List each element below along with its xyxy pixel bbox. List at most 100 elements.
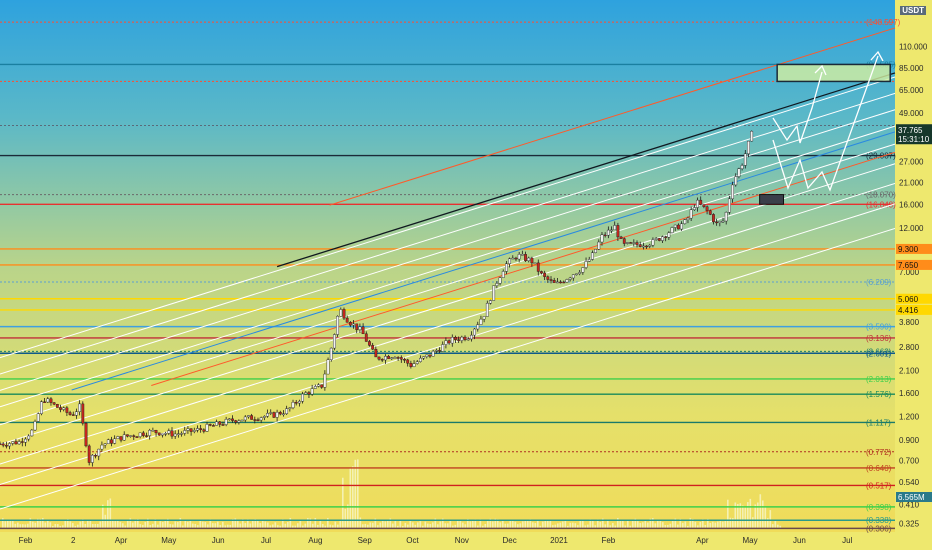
volume-bar <box>564 520 567 528</box>
x-tick-label: Aug <box>308 536 322 545</box>
candle <box>97 448 101 457</box>
volume-bar <box>774 520 777 528</box>
candle <box>320 384 324 388</box>
candle <box>654 238 658 240</box>
volume-bar <box>567 525 569 528</box>
candle <box>508 258 512 264</box>
volume-bar <box>289 518 292 528</box>
candle <box>412 363 416 367</box>
volume-bar <box>337 524 339 528</box>
volume-bar <box>332 525 334 528</box>
candle <box>549 279 553 281</box>
volume-bar <box>262 519 264 528</box>
volume-bar <box>474 519 477 528</box>
candle <box>262 416 266 418</box>
candle <box>696 199 699 208</box>
volume-bar <box>402 525 404 528</box>
volume-bar <box>552 525 554 528</box>
candle <box>247 415 250 418</box>
volume-bar <box>427 523 429 528</box>
candle <box>90 454 94 463</box>
volume-bar <box>352 466 354 528</box>
volume-bar <box>477 525 479 528</box>
volume-bar <box>697 525 699 528</box>
volume-bar <box>449 520 452 528</box>
volume-bar <box>79 521 82 528</box>
volume-bar <box>54 524 57 528</box>
candle <box>463 336 467 340</box>
candle <box>505 263 508 272</box>
y-tick-label: 27.000 <box>899 158 924 167</box>
volume-bar <box>272 524 274 528</box>
volume-bar <box>672 520 674 528</box>
volume-bar <box>627 519 629 528</box>
candle <box>616 225 620 238</box>
candle <box>307 392 311 395</box>
candle <box>145 435 148 437</box>
arrowhead-a <box>814 64 827 76</box>
candle <box>454 337 457 340</box>
volume-bar <box>642 522 644 528</box>
level-label: (148.597) <box>866 18 901 27</box>
volume-bar <box>659 520 662 528</box>
volume-bar <box>719 520 722 528</box>
volume-bar <box>482 525 484 528</box>
volume-bar <box>179 518 182 528</box>
volume-bar <box>302 525 304 528</box>
candle <box>482 316 486 320</box>
candle <box>517 254 521 260</box>
volume-bar <box>279 525 282 528</box>
candle <box>428 354 432 357</box>
candle <box>304 392 308 395</box>
level-badge: 7.650 <box>896 259 932 270</box>
volume-bar <box>729 517 732 528</box>
volume-bar <box>684 521 687 528</box>
candle <box>648 244 652 247</box>
volume-bar <box>152 523 154 528</box>
x-tick-label: May <box>743 536 758 545</box>
volume-bar <box>454 524 457 528</box>
volume-bar <box>704 524 707 528</box>
volume-bar <box>432 522 434 528</box>
candle <box>211 425 215 427</box>
candle <box>215 421 218 426</box>
volume-bar <box>202 521 204 528</box>
candle <box>425 354 429 357</box>
volume-bar <box>229 524 232 528</box>
volume-bar <box>247 519 249 528</box>
candle <box>520 254 524 256</box>
candle <box>71 414 75 416</box>
candle <box>326 359 330 375</box>
volume-bar <box>284 523 287 528</box>
volume-bar <box>24 524 27 528</box>
target-box-upper <box>776 63 891 83</box>
candle <box>243 416 247 421</box>
volume-bar <box>42 518 44 528</box>
level-badge-text: 5.060 <box>898 295 919 304</box>
volume-bar <box>542 521 544 528</box>
volume-bar <box>274 522 277 528</box>
candle <box>705 206 709 211</box>
candle <box>20 441 24 443</box>
volume-bar <box>142 524 144 528</box>
candle <box>282 413 285 416</box>
arrowhead-b <box>870 50 884 62</box>
candle <box>62 407 66 410</box>
volume-bar <box>87 520 89 528</box>
candle <box>43 401 46 403</box>
y-tick-label: 7.000 <box>899 268 920 277</box>
volume-bar <box>159 521 162 528</box>
projection-arrow-a <box>772 71 823 144</box>
volume-bar <box>384 521 387 528</box>
volume-bar <box>347 504 349 528</box>
candle <box>78 403 82 412</box>
candle <box>329 347 333 360</box>
candle <box>479 318 483 325</box>
volume-bar <box>122 523 124 528</box>
volume-bar <box>749 498 752 528</box>
volume-bar <box>84 523 87 528</box>
candle <box>434 350 438 352</box>
candle <box>164 433 168 435</box>
